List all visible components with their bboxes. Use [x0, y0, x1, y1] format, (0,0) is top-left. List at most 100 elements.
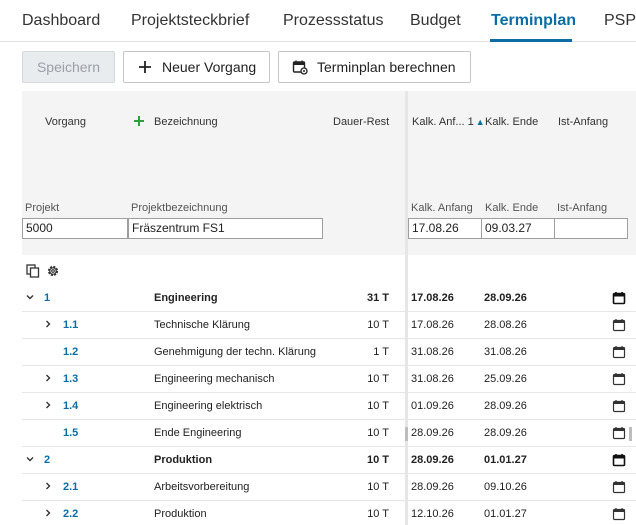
- filter-kalk-anfang-input[interactable]: 17.08.26: [408, 218, 482, 239]
- column-header-ist-anfang[interactable]: Ist-Anfang: [558, 116, 609, 128]
- table-row[interactable]: 1.5 Ende Engineering 10 T 28.09.26 28.09.26: [0, 420, 636, 447]
- task-end: 28.09.26: [484, 427, 527, 439]
- filter-projekt-input[interactable]: 5000: [22, 218, 128, 239]
- column-header-dauer-rest[interactable]: Dauer-Rest: [333, 116, 390, 128]
- chevron-right-icon[interactable]: [42, 372, 54, 384]
- task-number[interactable]: 2: [44, 454, 51, 466]
- column-header-kalk-ende[interactable]: Kalk. Ende: [485, 116, 539, 128]
- tab-bar: Dashboard Projektsteckbrief Prozessstatu…: [0, 0, 636, 42]
- task-number[interactable]: 1.4: [63, 400, 79, 412]
- row-divider: [22, 365, 405, 366]
- row-divider: [22, 311, 405, 312]
- filter-kalk-ende-input[interactable]: 09.03.27: [481, 218, 555, 239]
- grid-splitter[interactable]: [405, 91, 408, 525]
- gear-icon[interactable]: [45, 263, 61, 279]
- row-divider: [22, 338, 405, 339]
- task-name: Ende Engineering: [154, 427, 242, 439]
- task-start: 01.09.26: [411, 400, 454, 412]
- task-name: Genehmigung der techn. Klärung: [154, 346, 317, 358]
- task-name: Produktion: [154, 508, 207, 520]
- save-button[interactable]: Speichern: [22, 51, 115, 83]
- task-duration: 10 T: [366, 454, 389, 466]
- calendar-icon[interactable]: [612, 426, 626, 440]
- task-start: 31.08.26: [411, 346, 454, 358]
- row-divider: [22, 392, 405, 393]
- task-end: 28.09.26: [484, 400, 527, 412]
- table-row[interactable]: 2.2 Produktion 10 T 12.10.26 01.01.27: [0, 501, 636, 525]
- task-number[interactable]: 1.5: [63, 427, 79, 439]
- table-row[interactable]: 2 Produktion 10 T 28.09.26 01.01.27: [0, 447, 636, 474]
- task-end: 01.01.27: [484, 454, 527, 466]
- tab-psp[interactable]: PSP: [604, 12, 636, 29]
- task-name: Arbeitsvorbereitung: [154, 481, 250, 493]
- splitter-handle[interactable]: [405, 427, 408, 441]
- task-duration: 10 T: [367, 400, 389, 412]
- task-number[interactable]: 2.1: [63, 481, 79, 493]
- filter-label-projektbezeichnung: Projektbezeichnung: [131, 202, 228, 214]
- task-duration: 10 T: [367, 373, 389, 385]
- calendar-icon[interactable]: [612, 399, 626, 413]
- filter-projektbezeichnung-input[interactable]: Fräszentrum FS1: [128, 218, 323, 239]
- task-name: Technische Klärung: [154, 319, 251, 331]
- row-divider: [408, 500, 636, 501]
- table-row[interactable]: 1 Engineering 31 T 17.08.26 28.09.26: [0, 285, 636, 312]
- filter-label-kalk-ende: Kalk. Ende: [485, 202, 539, 214]
- row-divider: [22, 446, 405, 447]
- tab-budget[interactable]: Budget: [410, 12, 461, 29]
- task-number[interactable]: 1: [44, 292, 51, 304]
- task-number[interactable]: 2.2: [63, 508, 79, 520]
- task-duration: 10 T: [367, 319, 389, 331]
- task-number[interactable]: 1.1: [63, 319, 79, 331]
- task-start: 28.09.26: [411, 481, 454, 493]
- filter-ist-anfang-input[interactable]: [554, 218, 628, 239]
- task-start: 12.10.26: [411, 508, 454, 520]
- toolbar: Speichern Neuer Vorgang Terminplan berec…: [0, 42, 636, 91]
- table-row[interactable]: 1.3 Engineering mechanisch 10 T 31.08.26 25.…: [0, 366, 636, 393]
- task-end: 01.01.27: [484, 508, 527, 520]
- row-divider: [22, 500, 405, 501]
- calculate-schedule-button[interactable]: Terminplan berechnen: [278, 51, 471, 83]
- calendar-icon[interactable]: [612, 480, 626, 494]
- task-end: 28.08.26: [484, 319, 527, 331]
- row-divider: [408, 446, 636, 447]
- chevron-right-icon[interactable]: [42, 318, 54, 330]
- chevron-right-icon[interactable]: [42, 399, 54, 411]
- chevron-right-icon[interactable]: [42, 480, 54, 492]
- column-header-kalk-anfang[interactable]: Kalk. Anf... 1 ▲: [412, 116, 485, 128]
- row-divider: [408, 365, 636, 366]
- table-row[interactable]: 1.2 Genehmigung der techn. Klärung 1 T 31.0…: [0, 339, 636, 366]
- column-header-vorgang[interactable]: Vorgang: [45, 116, 86, 128]
- add-row-icon[interactable]: [133, 114, 145, 126]
- calendar-icon[interactable]: [612, 345, 626, 359]
- chevron-down-icon[interactable]: [24, 291, 36, 303]
- calendar-icon[interactable]: [612, 318, 626, 332]
- tab-projektsteckbrief[interactable]: Projektsteckbrief: [131, 12, 250, 29]
- column-header-bezeichnung[interactable]: Bezeichnung: [154, 116, 218, 128]
- calendar-icon[interactable]: [612, 507, 626, 521]
- new-task-button[interactable]: Neuer Vorgang: [123, 51, 270, 83]
- table-row[interactable]: 1.1 Technische Klärung 10 T 17.08.26 28.08.2…: [0, 312, 636, 339]
- vertical-scrollbar-thumb[interactable]: [629, 427, 632, 441]
- table-row[interactable]: 2.1 Arbeitsvorbereitung 10 T 28.09.26 09.10.…: [0, 474, 636, 501]
- chevron-down-icon[interactable]: [24, 453, 36, 465]
- task-duration: 10 T: [367, 481, 389, 493]
- calculate-schedule-label: Terminplan berechnen: [317, 59, 456, 75]
- task-start: 28.09.26: [411, 454, 454, 466]
- calendar-icon[interactable]: [612, 372, 626, 386]
- task-duration: 10 T: [367, 508, 389, 520]
- copy-icon[interactable]: [25, 263, 41, 279]
- tab-terminplan[interactable]: Terminplan: [491, 12, 577, 29]
- row-divider: [408, 419, 636, 420]
- table-row[interactable]: 1.4 Engineering elektrisch 10 T 01.09.26 28.…: [0, 393, 636, 420]
- tab-dashboard[interactable]: Dashboard: [22, 12, 101, 29]
- task-number[interactable]: 1.3: [63, 373, 79, 385]
- calendar-icon[interactable]: [612, 291, 626, 305]
- task-start: 31.08.26: [411, 373, 454, 385]
- tab-prozessstatus[interactable]: Prozessstatus: [283, 12, 384, 29]
- calendar-icon[interactable]: [612, 453, 626, 467]
- task-number[interactable]: 1.2: [63, 346, 79, 358]
- chevron-right-icon[interactable]: [42, 507, 54, 519]
- task-end: 28.09.26: [484, 292, 527, 304]
- task-name: Engineering mechanisch: [154, 373, 275, 385]
- row-divider: [408, 392, 636, 393]
